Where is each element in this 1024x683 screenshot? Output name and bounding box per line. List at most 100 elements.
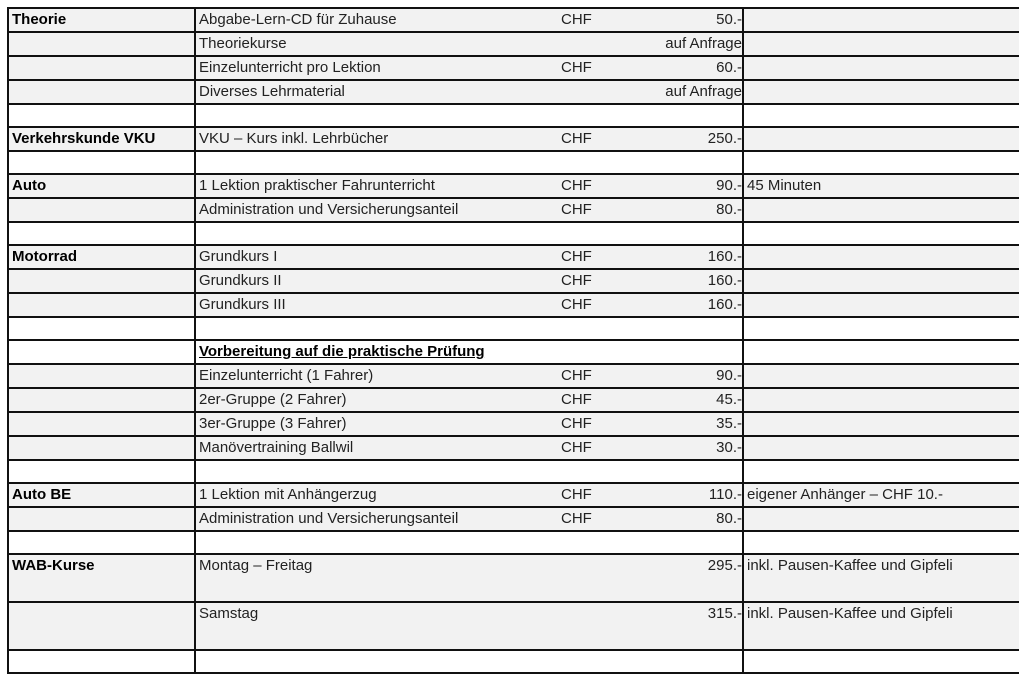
currency-cell	[561, 79, 611, 105]
price-cell-text: auf Anfrage	[665, 35, 742, 52]
table-row: WAB-Kurse Montag – Freitag 295.- inkl. Paus…	[7, 553, 1019, 603]
description-cell: Theoriekurse	[195, 31, 561, 57]
category-cell: WAB-Kurse	[7, 553, 196, 603]
description-cell: Montag – Freitag	[195, 553, 561, 603]
price-cell-text: 60.-	[716, 59, 742, 76]
note-cell	[742, 244, 1019, 270]
category-cell-text: Auto BE	[12, 486, 72, 503]
note-cell	[742, 55, 1019, 81]
category-cell	[7, 292, 196, 318]
description-cell-text: Grundkurs II	[199, 272, 282, 289]
empty-row	[7, 530, 1019, 555]
price-cell-text: 80.-	[716, 201, 742, 218]
description-cell-text: 3er-Gruppe (3 Fahrer)	[199, 415, 347, 432]
table-row: 3er-Gruppe (3 Fahrer) CHF 35.-	[7, 411, 1019, 437]
note-cell	[742, 459, 1019, 484]
note-cell	[742, 221, 1019, 246]
price-cell-text: 295.-	[707, 557, 742, 574]
description-cell-text: Administration und Versicherungsanteil	[199, 510, 459, 527]
description-cell	[195, 103, 561, 128]
description-cell-text: 1 Lektion praktischer Fahrunterricht	[199, 177, 435, 194]
table-row: Grundkurs II CHF 160.-	[7, 268, 1019, 294]
price-cell: auf Anfrage	[611, 31, 743, 57]
price-cell: 80.-	[611, 506, 743, 532]
description-cell: Einzelunterricht pro Lektion	[195, 55, 561, 81]
currency-cell-text: CHF	[561, 201, 592, 218]
price-cell	[611, 339, 743, 365]
table-row: Diverses Lehrmaterial auf Anfrage	[7, 79, 1019, 105]
category-cell	[7, 387, 196, 413]
note-cell	[742, 79, 1019, 105]
empty-row	[7, 103, 1019, 128]
currency-cell	[561, 459, 611, 484]
note-cell	[742, 435, 1019, 461]
currency-cell: CHF	[561, 363, 611, 389]
currency-cell: CHF	[561, 506, 611, 532]
note-cell	[742, 126, 1019, 152]
description-cell: Samstag	[195, 601, 561, 651]
category-cell	[7, 55, 196, 81]
description-cell	[195, 316, 561, 341]
table-row: Auto 1 Lektion praktischer Fahrunterricht…	[7, 173, 1019, 199]
description-cell: 3er-Gruppe (3 Fahrer)	[195, 411, 561, 437]
currency-cell	[561, 649, 611, 674]
description-cell: Administration und Versicherungsanteil	[195, 197, 561, 223]
description-cell: 1 Lektion mit Anhängerzug	[195, 482, 561, 508]
table-row: Administration und Versicherungsanteil CH…	[7, 197, 1019, 223]
currency-cell-text: CHF	[561, 11, 592, 28]
currency-cell-text: CHF	[561, 177, 592, 194]
category-cell	[7, 601, 196, 651]
price-cell: 160.-	[611, 292, 743, 318]
table-row: Einzelunterricht pro Lektion CHF 60.-	[7, 55, 1019, 81]
table-row: Motorrad Grundkurs I CHF 160.-	[7, 244, 1019, 270]
description-cell: Manövertraining Ballwil	[195, 435, 561, 461]
category-cell	[7, 530, 196, 555]
price-cell	[611, 103, 743, 128]
price-cell-text: 30.-	[716, 439, 742, 456]
category-cell	[7, 79, 196, 105]
price-cell-text: 90.-	[716, 177, 742, 194]
description-cell: Administration und Versicherungsanteil	[195, 506, 561, 532]
table-row: Grundkurs III CHF 160.-	[7, 292, 1019, 318]
empty-row	[7, 459, 1019, 484]
category-cell: Auto	[7, 173, 196, 199]
note-cell	[742, 387, 1019, 413]
currency-cell: CHF	[561, 482, 611, 508]
price-cell: 30.-	[611, 435, 743, 461]
price-table-container: Theorie Abgabe-Lern-CD für Zuhause CHF 50.-…	[7, 7, 1019, 683]
category-cell	[7, 103, 196, 128]
description-cell-text: Samstag	[199, 605, 259, 622]
price-cell: 250.-	[611, 126, 743, 152]
currency-cell	[561, 530, 611, 555]
currency-cell: CHF	[561, 126, 611, 152]
currency-cell	[561, 601, 611, 651]
price-cell-text: 160.-	[707, 296, 742, 313]
description-cell-text: Abgabe-Lern-CD für Zuhause	[199, 11, 397, 28]
description-cell-text: Montag – Freitag	[199, 557, 313, 574]
currency-cell	[561, 31, 611, 57]
price-cell-text: 90.-	[716, 367, 742, 384]
price-cell: 90.-	[611, 173, 743, 199]
description-cell-text: Diverses Lehrmaterial	[199, 83, 345, 100]
category-cell	[7, 339, 196, 365]
price-cell-text: 50.-	[716, 11, 742, 28]
note-cell	[742, 292, 1019, 318]
category-cell	[7, 506, 196, 532]
description-cell: Abgabe-Lern-CD für Zuhause	[195, 7, 561, 33]
category-cell-text: Theorie	[12, 11, 67, 28]
description-cell: VKU – Kurs inkl. Lehrbücher	[195, 126, 561, 152]
table-row: Theorie Abgabe-Lern-CD für Zuhause CHF 50.-	[7, 7, 1019, 33]
currency-cell: CHF	[561, 411, 611, 437]
table-row: Samstag 315.- inkl. Pausen-Kaffee und Gipf…	[7, 601, 1019, 651]
currency-cell: CHF	[561, 244, 611, 270]
description-cell: Grundkurs III	[195, 292, 561, 318]
price-cell-text: 80.-	[716, 510, 742, 527]
description-cell: Diverses Lehrmaterial	[195, 79, 561, 105]
description-cell-text: Einzelunterricht (1 Fahrer)	[199, 367, 374, 384]
description-cell	[195, 530, 561, 555]
currency-cell-text: CHF	[561, 415, 592, 432]
note-cell: eigener Anhänger – CHF 10.-	[742, 482, 1019, 508]
description-cell-text: 1 Lektion mit Anhängerzug	[199, 486, 377, 503]
category-cell	[7, 363, 196, 389]
category-cell-text: WAB-Kurse	[12, 557, 95, 574]
